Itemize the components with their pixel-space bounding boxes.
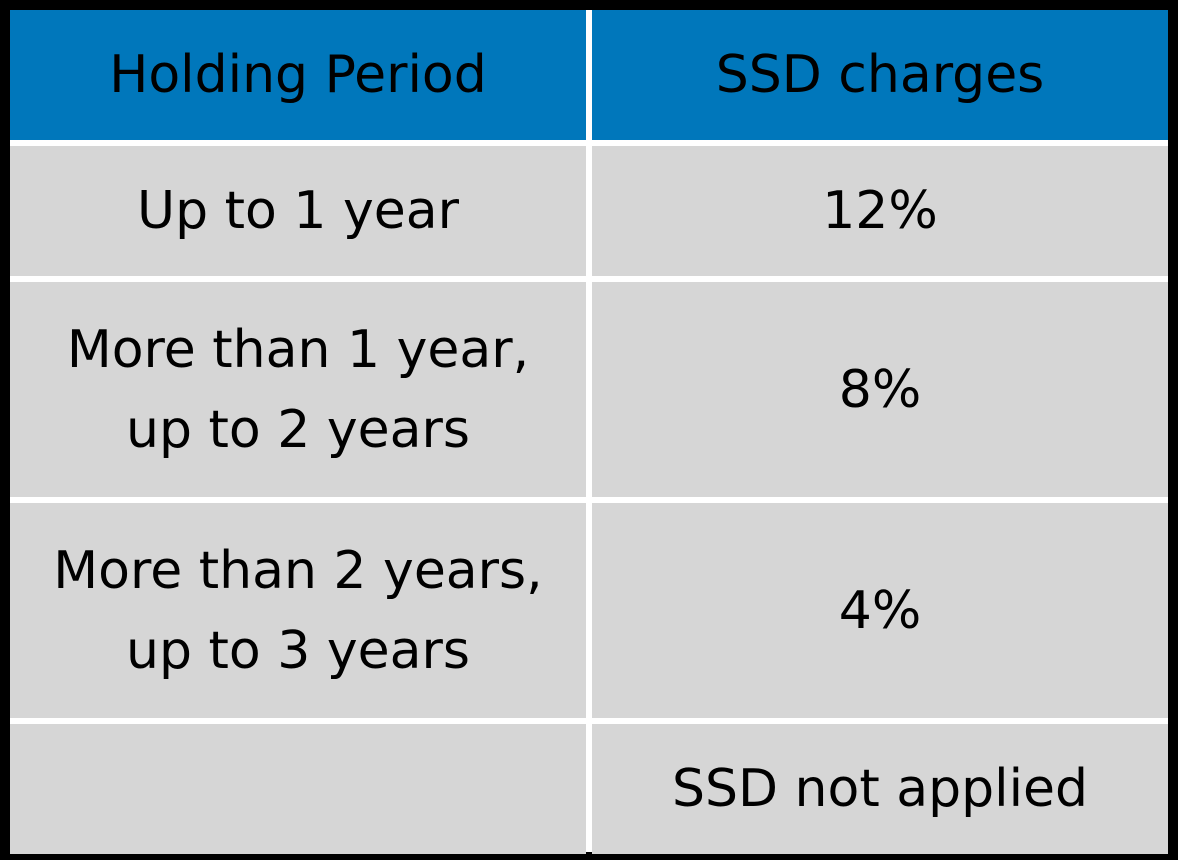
row-2-holding-period: More than 1 year, up to 2 years: [10, 282, 586, 497]
row-1-holding-period: Up to 1 year: [10, 146, 586, 276]
header-holding-period-label: Holding Period: [109, 45, 487, 105]
row-4-ssd-charge: SSD not applied: [592, 724, 1168, 854]
row-4-ssd-charge-text: SSD not applied: [671, 759, 1089, 819]
row-3-ssd-charge-text: 4%: [838, 580, 922, 641]
header-ssd-charges: SSD charges: [592, 10, 1168, 140]
row-4-holding-period: [10, 724, 586, 854]
row-3-ssd-charge: 4%: [592, 503, 1168, 718]
row-1-ssd-charge: 12%: [592, 146, 1168, 276]
row-1-holding-period-text: Up to 1 year: [137, 181, 459, 241]
header-holding-period: Holding Period: [10, 10, 586, 140]
row-3-holding-period: More than 2 years, up to 3 years: [10, 503, 586, 718]
ssd-table-grid: Holding Period SSD charges Up to 1 year …: [10, 10, 1168, 854]
header-ssd-charges-label: SSD charges: [715, 45, 1045, 105]
row-1-ssd-charge-text: 12%: [822, 181, 938, 241]
row-2-holding-period-text: More than 1 year, up to 2 years: [66, 319, 530, 460]
row-2-ssd-charge-text: 8%: [838, 359, 922, 420]
row-3-holding-period-text: More than 2 years, up to 3 years: [53, 540, 543, 681]
row-2-ssd-charge: 8%: [592, 282, 1168, 497]
